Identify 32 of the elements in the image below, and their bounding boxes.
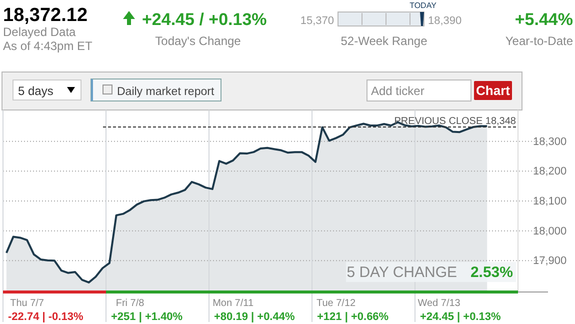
text: +80.19 | +0.44%	[214, 311, 295, 323]
y-tick-label: 18,200	[533, 166, 567, 178]
x-tick-label: Thu 7/7	[10, 298, 44, 309]
text: Daily market report	[117, 86, 215, 98]
y-tick-label: 18,300	[533, 136, 567, 148]
text: As of 4:43pm ET	[3, 39, 94, 53]
annotation: 2.53%	[470, 264, 513, 281]
text: +24.45 / +0.13%	[142, 10, 267, 29]
x-tick-label: Mon 7/11	[212, 298, 254, 309]
x-tick-label: Tue 7/12	[316, 298, 356, 309]
text: -22.74 | -0.13%	[8, 311, 84, 323]
text: +5.44%	[514, 10, 573, 29]
text: +121 | +0.66%	[317, 311, 389, 323]
text: 5 days	[18, 84, 54, 98]
x-tick-label: Wed 7/13	[418, 298, 461, 309]
text: 15,370	[300, 15, 334, 27]
x-tick-label: Fri 7/8	[116, 298, 145, 309]
y-tick-label: 17,900	[533, 255, 567, 268]
chart-title: 18,372.12	[3, 5, 88, 26]
annotation: 5 DAY CHANGE	[346, 264, 457, 281]
text: Today's Change	[155, 34, 242, 48]
text: Delayed Data	[3, 25, 76, 39]
text: +251 | +1.40%	[111, 311, 183, 323]
text: 52-Week Range	[340, 34, 428, 48]
text: TODAY	[410, 1, 438, 10]
text: +24.45 | +0.13%	[420, 311, 501, 323]
ref-line-label: PREVIOUS CLOSE 18,348	[394, 116, 516, 128]
y-tick-label: 18,000	[533, 225, 567, 238]
text: 18,390	[428, 15, 462, 27]
text: Year-to-Date	[505, 34, 574, 48]
text: Add ticker	[371, 84, 424, 98]
y-tick-label: 18,100	[533, 196, 567, 208]
